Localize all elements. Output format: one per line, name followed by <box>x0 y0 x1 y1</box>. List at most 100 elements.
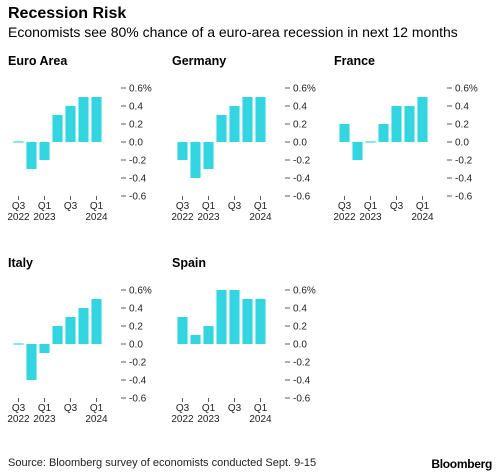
y-tick-label: -0.4 <box>293 376 311 387</box>
y-tick-label: -0.6 <box>129 394 147 405</box>
x-tick-year-label: 2022 <box>7 414 30 425</box>
bar-6 <box>417 97 428 142</box>
y-tick-label: -0.2 <box>293 358 311 369</box>
y-tick-label: -0.2 <box>129 156 147 167</box>
x-tick-label: Q3 <box>176 403 190 414</box>
bar-4 <box>65 106 76 142</box>
panel-title: Italy <box>8 256 34 270</box>
y-tick-label: 0.2 <box>129 322 143 333</box>
bar-2 <box>39 344 50 353</box>
y-tick-label: -0.6 <box>293 192 311 203</box>
bar-2 <box>203 142 214 169</box>
bar-4 <box>229 290 240 344</box>
bar-2 <box>203 326 214 344</box>
x-tick-year-label: 2024 <box>85 212 108 223</box>
y-tick-label: 0.0 <box>129 138 143 149</box>
x-tick-label: Q1 <box>202 403 216 414</box>
x-tick-label: Q1 <box>90 201 104 212</box>
x-tick-label: Q1 <box>202 201 216 212</box>
panel-france: France 0.6% 0.4 0.2 0.0 -0.2 -0.4 -0.6 Q3 2022 Q1… <box>333 54 494 229</box>
y-tick-label: 0.2 <box>455 120 469 131</box>
y-tick-label: 0.0 <box>293 340 307 351</box>
y-tick-label: 0.4 <box>129 102 143 113</box>
x-tick-label: Q1 <box>90 403 104 414</box>
x-tick-label: Q3 <box>64 201 78 212</box>
bar-4 <box>229 106 240 142</box>
bloomberg-logo: Bloomberg <box>431 457 492 471</box>
bar-1 <box>352 142 363 160</box>
bar-0 <box>339 124 350 142</box>
y-tick-label: 0.2 <box>293 322 307 333</box>
x-tick-label: Q1 <box>38 403 52 414</box>
bar-1 <box>26 344 37 380</box>
x-tick-year-label: 2023 <box>197 414 220 425</box>
panel-title: Spain <box>172 256 207 270</box>
y-tick-label: -0.2 <box>455 156 473 167</box>
x-tick-label: Q1 <box>364 201 378 212</box>
x-tick-year-label: 2024 <box>249 414 272 425</box>
panel-euro-area: Euro Area 0.6% 0.4 0.2 0.0 -0.2 -0.4 -0.6 Q3 202… <box>7 54 168 229</box>
y-tick-label: -0.6 <box>455 192 473 203</box>
bar-6 <box>255 97 266 142</box>
y-tick-label: 0.4 <box>455 102 469 113</box>
x-tick-label: Q3 <box>338 201 352 212</box>
panel-italy: Italy 0.6% 0.4 0.2 0.0 -0.2 -0.4 -0.6 Q3 2022 Q1 2… <box>7 256 168 431</box>
y-tick-label: -0.4 <box>455 174 473 185</box>
y-tick-label: 0.6% <box>455 84 478 95</box>
y-tick-label: -0.4 <box>129 174 147 185</box>
y-tick-label: 0.2 <box>293 120 307 131</box>
y-tick-label: 0.0 <box>129 340 143 351</box>
y-tick-label: -0.6 <box>129 192 147 203</box>
bar-5 <box>242 299 253 344</box>
bar-3 <box>216 115 227 142</box>
x-tick-year-label: 2024 <box>249 212 272 223</box>
y-tick-label: 0.0 <box>293 138 307 149</box>
x-tick-label: Q3 <box>12 201 26 212</box>
y-tick-label: 0.4 <box>293 304 307 315</box>
x-tick-year-label: 2022 <box>7 212 30 223</box>
panel-title: Germany <box>172 54 227 68</box>
y-tick-label: -0.4 <box>129 376 147 387</box>
x-tick-label: Q3 <box>12 403 26 414</box>
bar-4 <box>65 317 76 344</box>
x-tick-year-label: 2022 <box>171 414 194 425</box>
bar-4 <box>391 106 402 142</box>
y-tick-label: 0.0 <box>455 138 469 149</box>
y-tick-label: -0.6 <box>293 394 311 405</box>
y-tick-label: 0.4 <box>129 304 143 315</box>
x-tick-label: Q3 <box>176 201 190 212</box>
x-tick-year-label: 2023 <box>33 414 56 425</box>
bar-5 <box>404 106 415 142</box>
panel-title: Euro Area <box>8 54 68 68</box>
y-tick-label: 0.6% <box>129 84 152 95</box>
source-note: Source: Bloomberg survey of economists c… <box>8 457 317 469</box>
y-tick-label: 0.6% <box>129 286 152 297</box>
bar-1 <box>190 335 201 344</box>
bar-0 <box>177 317 188 344</box>
panel-spain: Spain 0.6% 0.4 0.2 0.0 -0.2 -0.4 -0.6 Q3 2022 Q1 2… <box>171 256 332 431</box>
bar-3 <box>52 326 63 344</box>
x-tick-label: Q3 <box>64 403 78 414</box>
x-tick-label: Q1 <box>254 201 268 212</box>
bar-6 <box>91 97 102 142</box>
x-tick-year-label: 2023 <box>359 212 382 223</box>
y-tick-label: 0.6% <box>293 84 316 95</box>
x-tick-year-label: 2023 <box>197 212 220 223</box>
x-tick-label: Q3 <box>390 201 404 212</box>
x-tick-year-label: 2022 <box>171 212 194 223</box>
bar-1 <box>26 142 37 169</box>
bar-5 <box>78 308 89 344</box>
bar-0 <box>177 142 188 160</box>
y-tick-label: -0.2 <box>293 156 311 167</box>
y-tick-label: 0.2 <box>129 120 143 131</box>
panel-title: France <box>334 54 375 68</box>
x-tick-label: Q1 <box>38 201 52 212</box>
bar-3 <box>216 290 227 344</box>
bar-3 <box>378 124 389 142</box>
bar-5 <box>78 97 89 142</box>
bar-3 <box>52 115 63 142</box>
